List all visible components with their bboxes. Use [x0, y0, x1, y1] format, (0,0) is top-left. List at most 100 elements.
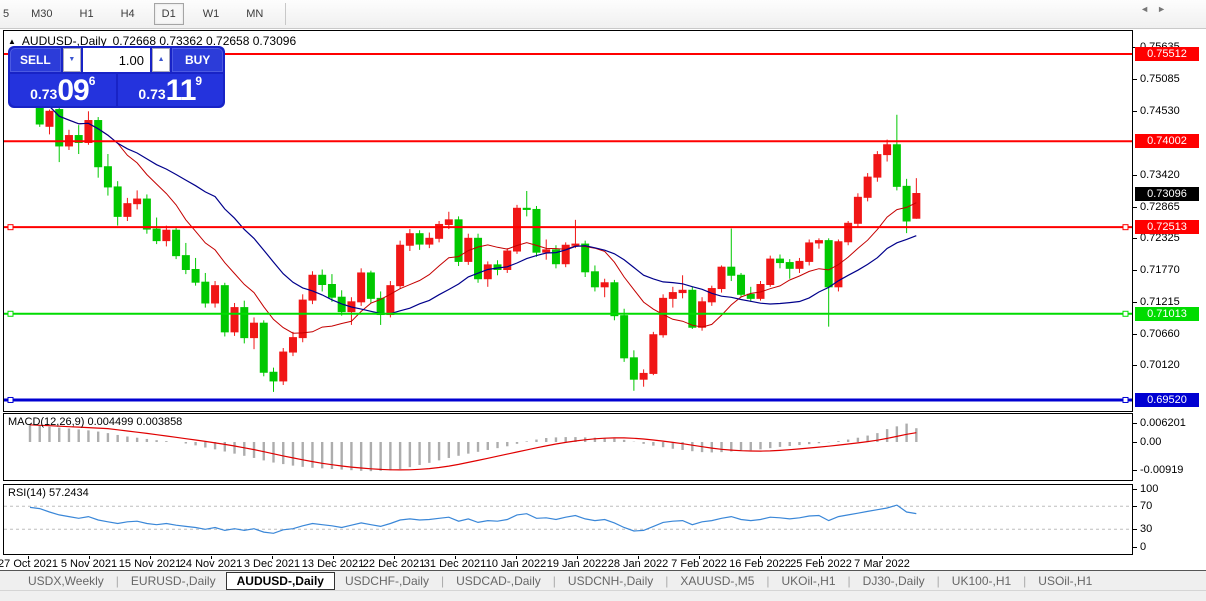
chart-tab-usdx-weekly[interactable]: USDX,Weekly — [28, 573, 104, 588]
buy-price-pip: 9 — [195, 74, 203, 88]
candle-body — [211, 285, 220, 304]
candle — [464, 233, 473, 265]
timeframe-5-button[interactable]: 5 — [3, 8, 10, 20]
tab-scroll-arrows[interactable]: ◄► — [1140, 4, 1174, 14]
timeframe-h4-button[interactable]: H4 — [120, 8, 135, 20]
candle — [103, 154, 112, 196]
candle-body — [123, 203, 132, 217]
candle — [172, 227, 181, 260]
candle — [561, 242, 570, 268]
chart-tab-xauusd-m5[interactable]: XAUUSD-,M5 — [680, 573, 755, 588]
axis-tick-mark — [1133, 238, 1137, 240]
ohlc-values: 0.72668 0.73362 0.72658 0.73096 — [112, 34, 297, 48]
candle-body — [668, 292, 677, 299]
line-handle[interactable] — [7, 396, 14, 403]
line-handle[interactable] — [7, 310, 14, 317]
candle-body — [717, 266, 726, 290]
chart-tab-ukoil-h1[interactable]: UKOil-,H1 — [781, 573, 836, 588]
timeframe-mn-button[interactable]: MN — [246, 8, 264, 20]
ma-slow-line — [29, 83, 917, 315]
timeframe-h1-button[interactable]: H1 — [79, 8, 94, 20]
line-handle[interactable] — [7, 224, 14, 231]
chart-tab-eurusd-daily[interactable]: EURUSD-,Daily — [130, 573, 216, 588]
timeframe-w1-button[interactable]: W1 — [202, 8, 220, 20]
candle-body — [902, 185, 911, 222]
timeframe-m30-button[interactable]: M30 — [31, 8, 53, 20]
candle-body — [444, 219, 453, 225]
sell-price-display[interactable]: 0.73 09 6 — [10, 74, 116, 106]
candle-body — [853, 196, 862, 224]
sell-price-prefix: 0.73 — [30, 86, 58, 102]
candle — [571, 219, 580, 249]
candle-body — [814, 240, 823, 244]
time-tick-mark — [455, 556, 456, 559]
sell-button[interactable]: SELL — [10, 48, 61, 72]
time-tick-label: 25 Feb 2022 — [790, 558, 852, 570]
volume-increase-button[interactable]: ▲ — [152, 48, 171, 72]
one-click-trade-panel[interactable]: SELL ▼ ▲ BUY 0.73 09 6 0.73 11 9 — [8, 46, 225, 108]
candle-body — [678, 289, 687, 294]
buy-button[interactable]: BUY — [172, 48, 223, 72]
chart-tab-usoil-h1[interactable]: USOil-,H1 — [1038, 573, 1093, 588]
axis-tick-mark — [1133, 302, 1137, 304]
macd-signal-line — [29, 424, 917, 471]
candle — [844, 220, 853, 246]
macd-header: MACD(12,26,9) 0.004499 0.003858 — [8, 416, 182, 428]
volume-decrease-button[interactable]: ▼ — [62, 48, 81, 72]
candle — [415, 230, 424, 250]
buy-price-display[interactable]: 0.73 11 9 — [117, 74, 223, 106]
candle-body — [775, 258, 784, 264]
rsi-label: RSI(14) — [8, 487, 46, 499]
candle — [162, 225, 171, 247]
axis-tick-label: 0.70120 — [1140, 359, 1180, 372]
time-tick-mark — [211, 556, 212, 559]
rsi-indicator-panel[interactable] — [3, 484, 1133, 555]
axis-tick-mark — [1133, 442, 1137, 443]
candle-body — [386, 285, 395, 316]
candle — [912, 178, 921, 219]
chart-tab-uk100-h1[interactable]: UK100-,H1 — [951, 573, 1012, 588]
candle-body — [824, 240, 833, 288]
time-tick-label: 16 Feb 2022 — [729, 558, 791, 570]
line-handle[interactable] — [1122, 310, 1129, 317]
timeframe-d1-button[interactable]: D1 — [153, 3, 184, 25]
candle — [366, 270, 375, 303]
chart-tab-usdcad-daily[interactable]: USDCAD-,Daily — [456, 573, 541, 588]
expand-triangle-icon[interactable]: ▲ — [8, 36, 16, 46]
axis-tick-mark — [1133, 174, 1137, 176]
candle — [629, 350, 638, 391]
axis-tick-label: 0.00 — [1140, 436, 1162, 448]
line-handle[interactable] — [1122, 224, 1129, 231]
axis-tick-mark — [1133, 422, 1137, 424]
candle-body — [298, 299, 307, 339]
candle-body — [659, 297, 668, 336]
time-tick-label: 19 Jan 2022 — [546, 558, 608, 570]
candle — [727, 228, 736, 282]
chart-tab-dj30-daily[interactable]: DJ30-,Daily — [862, 573, 925, 588]
level-price-badge: 0.69520 — [1135, 392, 1199, 407]
volume-input[interactable] — [83, 48, 150, 72]
macd-border — [3, 413, 1133, 481]
chart-tab-usdchf-daily[interactable]: USDCHF-,Daily — [344, 573, 429, 588]
candle — [230, 302, 239, 336]
chart-tab-bar: USDX,Weekly | EURUSD-,Daily AUDUSD-,Daily US… — [0, 570, 1206, 590]
tab-scroll-right-icon[interactable]: ► — [1157, 4, 1174, 14]
tab-scroll-left-icon[interactable]: ◄ — [1140, 4, 1158, 14]
line-handle[interactable] — [1122, 396, 1129, 403]
axis-tick-mark — [1133, 270, 1137, 272]
candle — [308, 271, 317, 305]
time-tick-label: 13 Dec 2021 — [301, 558, 365, 570]
candle-body — [230, 307, 239, 333]
candle-body — [405, 233, 414, 246]
candle-body — [454, 219, 463, 262]
chart-tab-usdcnh-daily[interactable]: USDCNH-,Daily — [567, 573, 654, 588]
candle — [191, 257, 200, 286]
candle-body — [103, 166, 112, 188]
tab-separator: | — [665, 573, 669, 588]
time-tick-label: 24 Nov 2021 — [179, 558, 243, 570]
chart-tab-audusd-daily[interactable]: AUDUSD-,Daily — [225, 571, 335, 590]
macd-indicator-panel[interactable] — [3, 413, 1133, 481]
axis-tick-label: 0.72325 — [1140, 232, 1180, 245]
candle-body — [795, 260, 804, 269]
candle-body — [259, 322, 268, 373]
